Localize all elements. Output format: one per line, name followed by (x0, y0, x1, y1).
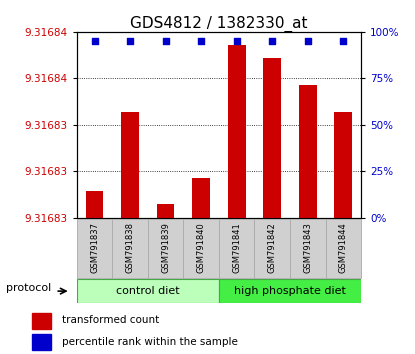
Point (305, 38, 311, 44)
Text: GSM791841: GSM791841 (232, 222, 241, 273)
Point (91, 38, 98, 44)
Point (162, 38, 169, 44)
Bar (264, 58, 281, 218)
Point (233, 38, 240, 44)
Point (127, 38, 133, 44)
Text: high phosphate diet: high phosphate diet (234, 286, 346, 296)
Bar (32, 313, 51, 329)
Text: GSM791843: GSM791843 (303, 222, 312, 273)
Bar (299, 85, 317, 218)
FancyBboxPatch shape (183, 219, 219, 278)
FancyBboxPatch shape (112, 219, 148, 278)
Bar (32, 334, 51, 350)
Bar (192, 178, 210, 218)
Bar (157, 204, 174, 218)
Text: GSM791839: GSM791839 (161, 222, 170, 273)
Bar (228, 45, 246, 218)
Point (198, 38, 205, 44)
Text: transformed count: transformed count (62, 315, 160, 325)
Text: GSM791842: GSM791842 (268, 222, 277, 273)
Bar (85, 191, 103, 218)
Text: protocol: protocol (6, 283, 51, 293)
Text: control diet: control diet (116, 286, 180, 296)
Title: GDS4812 / 1382330_at: GDS4812 / 1382330_at (130, 16, 308, 32)
FancyBboxPatch shape (77, 279, 219, 303)
Text: GSM791838: GSM791838 (126, 222, 134, 273)
FancyBboxPatch shape (219, 219, 254, 278)
Point (269, 38, 276, 44)
Text: GSM791840: GSM791840 (197, 222, 206, 273)
Bar (334, 112, 352, 218)
FancyBboxPatch shape (290, 219, 325, 278)
FancyBboxPatch shape (254, 219, 290, 278)
Point (340, 38, 347, 44)
Text: GSM791837: GSM791837 (90, 222, 99, 273)
FancyBboxPatch shape (325, 219, 361, 278)
Bar (121, 112, 139, 218)
FancyBboxPatch shape (77, 219, 112, 278)
FancyBboxPatch shape (148, 219, 183, 278)
Text: GSM791844: GSM791844 (339, 222, 348, 273)
Text: percentile rank within the sample: percentile rank within the sample (62, 337, 238, 348)
FancyBboxPatch shape (219, 279, 361, 303)
